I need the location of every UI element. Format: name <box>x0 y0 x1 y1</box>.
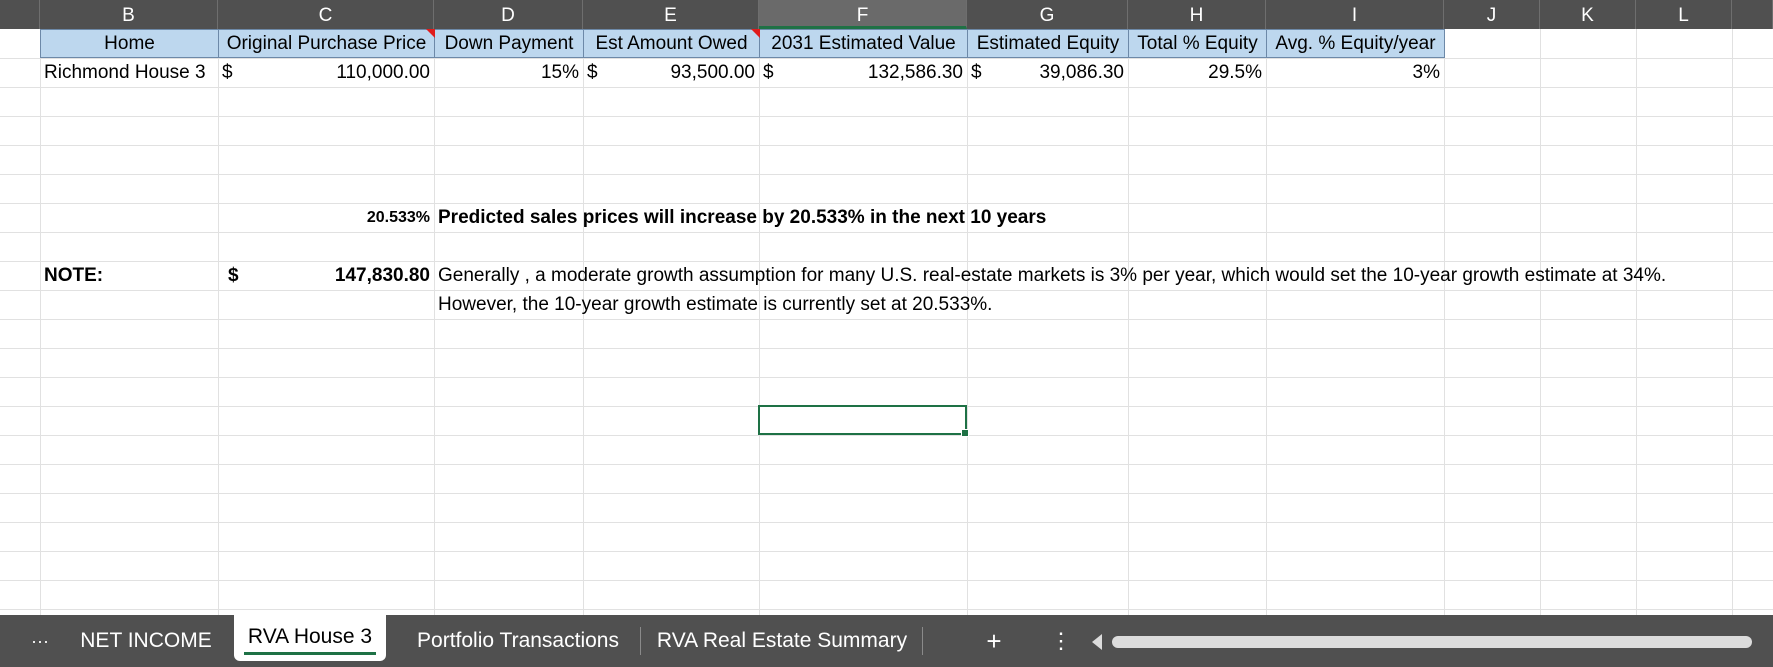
cell-total-pct-equity[interactable]: 29.5% <box>1208 62 1262 83</box>
column-header-b[interactable]: B <box>40 0 218 29</box>
active-tab-underline <box>244 652 376 655</box>
cell-down-payment[interactable]: 15% <box>540 62 579 83</box>
tab-separator <box>922 627 923 655</box>
cell-note-line-2[interactable]: However, the 10-year growth estimate is … <box>438 294 993 315</box>
cell-original-purchase-price[interactable]: 110,000.00 <box>336 62 430 83</box>
column-header-l[interactable]: L <box>1636 0 1732 29</box>
tab-rva-house-3[interactable]: RVA House 3 <box>234 615 386 661</box>
scrollbar-thumb[interactable] <box>1112 636 1752 648</box>
cell-home[interactable]: Richmond House 3 <box>44 62 206 83</box>
column-header-e[interactable]: E <box>583 0 759 29</box>
column-header-m[interactable] <box>1732 0 1773 29</box>
tab-rva-house-3-label: RVA House 3 <box>247 625 373 648</box>
scroll-left-icon[interactable] <box>1092 634 1102 650</box>
header-avg-pct-equity-year[interactable]: Avg. % Equity/year <box>1266 29 1445 58</box>
tab-rva-real-estate-summary[interactable]: RVA Real Estate Summary <box>656 629 908 652</box>
cell-prediction-text[interactable]: Predicted sales prices will increase by … <box>438 207 1047 228</box>
tab-separator <box>640 627 641 655</box>
header-est-amount-owed[interactable]: Est Amount Owed <box>583 29 760 58</box>
cell-estimated-equity[interactable]: 39,086.30 <box>1039 62 1124 83</box>
fill-handle[interactable] <box>961 429 969 437</box>
column-header-g[interactable]: G <box>967 0 1128 29</box>
comment-indicator-icon[interactable] <box>751 29 760 38</box>
cell-est-amount-owed[interactable]: 93,500.00 <box>670 62 755 83</box>
column-header-h[interactable]: H <box>1128 0 1266 29</box>
comment-indicator-icon[interactable] <box>426 29 435 38</box>
header-down-payment[interactable]: Down Payment <box>434 29 584 58</box>
tab-net-income[interactable]: NET INCOME <box>80 629 212 652</box>
cell-prediction-rate[interactable]: 20.533% <box>366 209 430 226</box>
cell-avg-pct-equity-year[interactable]: 3% <box>1412 62 1440 83</box>
cell-note-currency: $ <box>228 265 239 286</box>
header-total-pct-equity[interactable]: Total % Equity <box>1128 29 1267 58</box>
column-header-c[interactable]: C <box>218 0 434 29</box>
cell-2031-estimated-value[interactable]: 132,586.30 <box>867 62 963 83</box>
cell-currency-symbol: $ <box>763 62 774 83</box>
horizontal-scrollbar[interactable] <box>1086 632 1765 652</box>
active-cell-selection[interactable] <box>758 405 969 437</box>
column-header-k[interactable]: K <box>1540 0 1636 29</box>
cell-note-label[interactable]: NOTE: <box>44 265 104 286</box>
cell-note-value[interactable]: 147,830.80 <box>334 265 430 286</box>
header-home[interactable]: Home <box>40 29 219 58</box>
header-original-purchase-price[interactable]: Original Purchase Price <box>218 29 435 58</box>
cell-currency-symbol: $ <box>971 62 982 83</box>
column-header-i[interactable]: I <box>1266 0 1444 29</box>
cell-currency-symbol: $ <box>587 62 598 83</box>
header-2031-estimated-value[interactable]: 2031 Estimated Value <box>759 29 968 58</box>
header-estimated-equity[interactable]: Estimated Equity <box>967 29 1129 58</box>
select-all-corner[interactable] <box>0 0 40 29</box>
sheet-tab-bar: ··· NET INCOME RVA House 3 Portfolio Tra… <box>0 615 1773 667</box>
more-sheets-icon[interactable]: ··· <box>31 631 49 651</box>
column-header-bar: B C D E F G H I J K L <box>0 0 1773 29</box>
cell-currency-symbol: $ <box>222 62 233 83</box>
column-header-j[interactable]: J <box>1444 0 1540 29</box>
tab-options-icon[interactable]: ⋮ <box>1050 628 1072 653</box>
column-header-f[interactable]: F <box>759 0 967 29</box>
cell-note-line-1[interactable]: Generally , a moderate growth assumption… <box>438 265 1667 286</box>
column-header-d[interactable]: D <box>434 0 583 29</box>
tab-portfolio-transactions[interactable]: Portfolio Transactions <box>417 629 619 652</box>
add-sheet-icon[interactable]: + <box>986 626 1002 656</box>
